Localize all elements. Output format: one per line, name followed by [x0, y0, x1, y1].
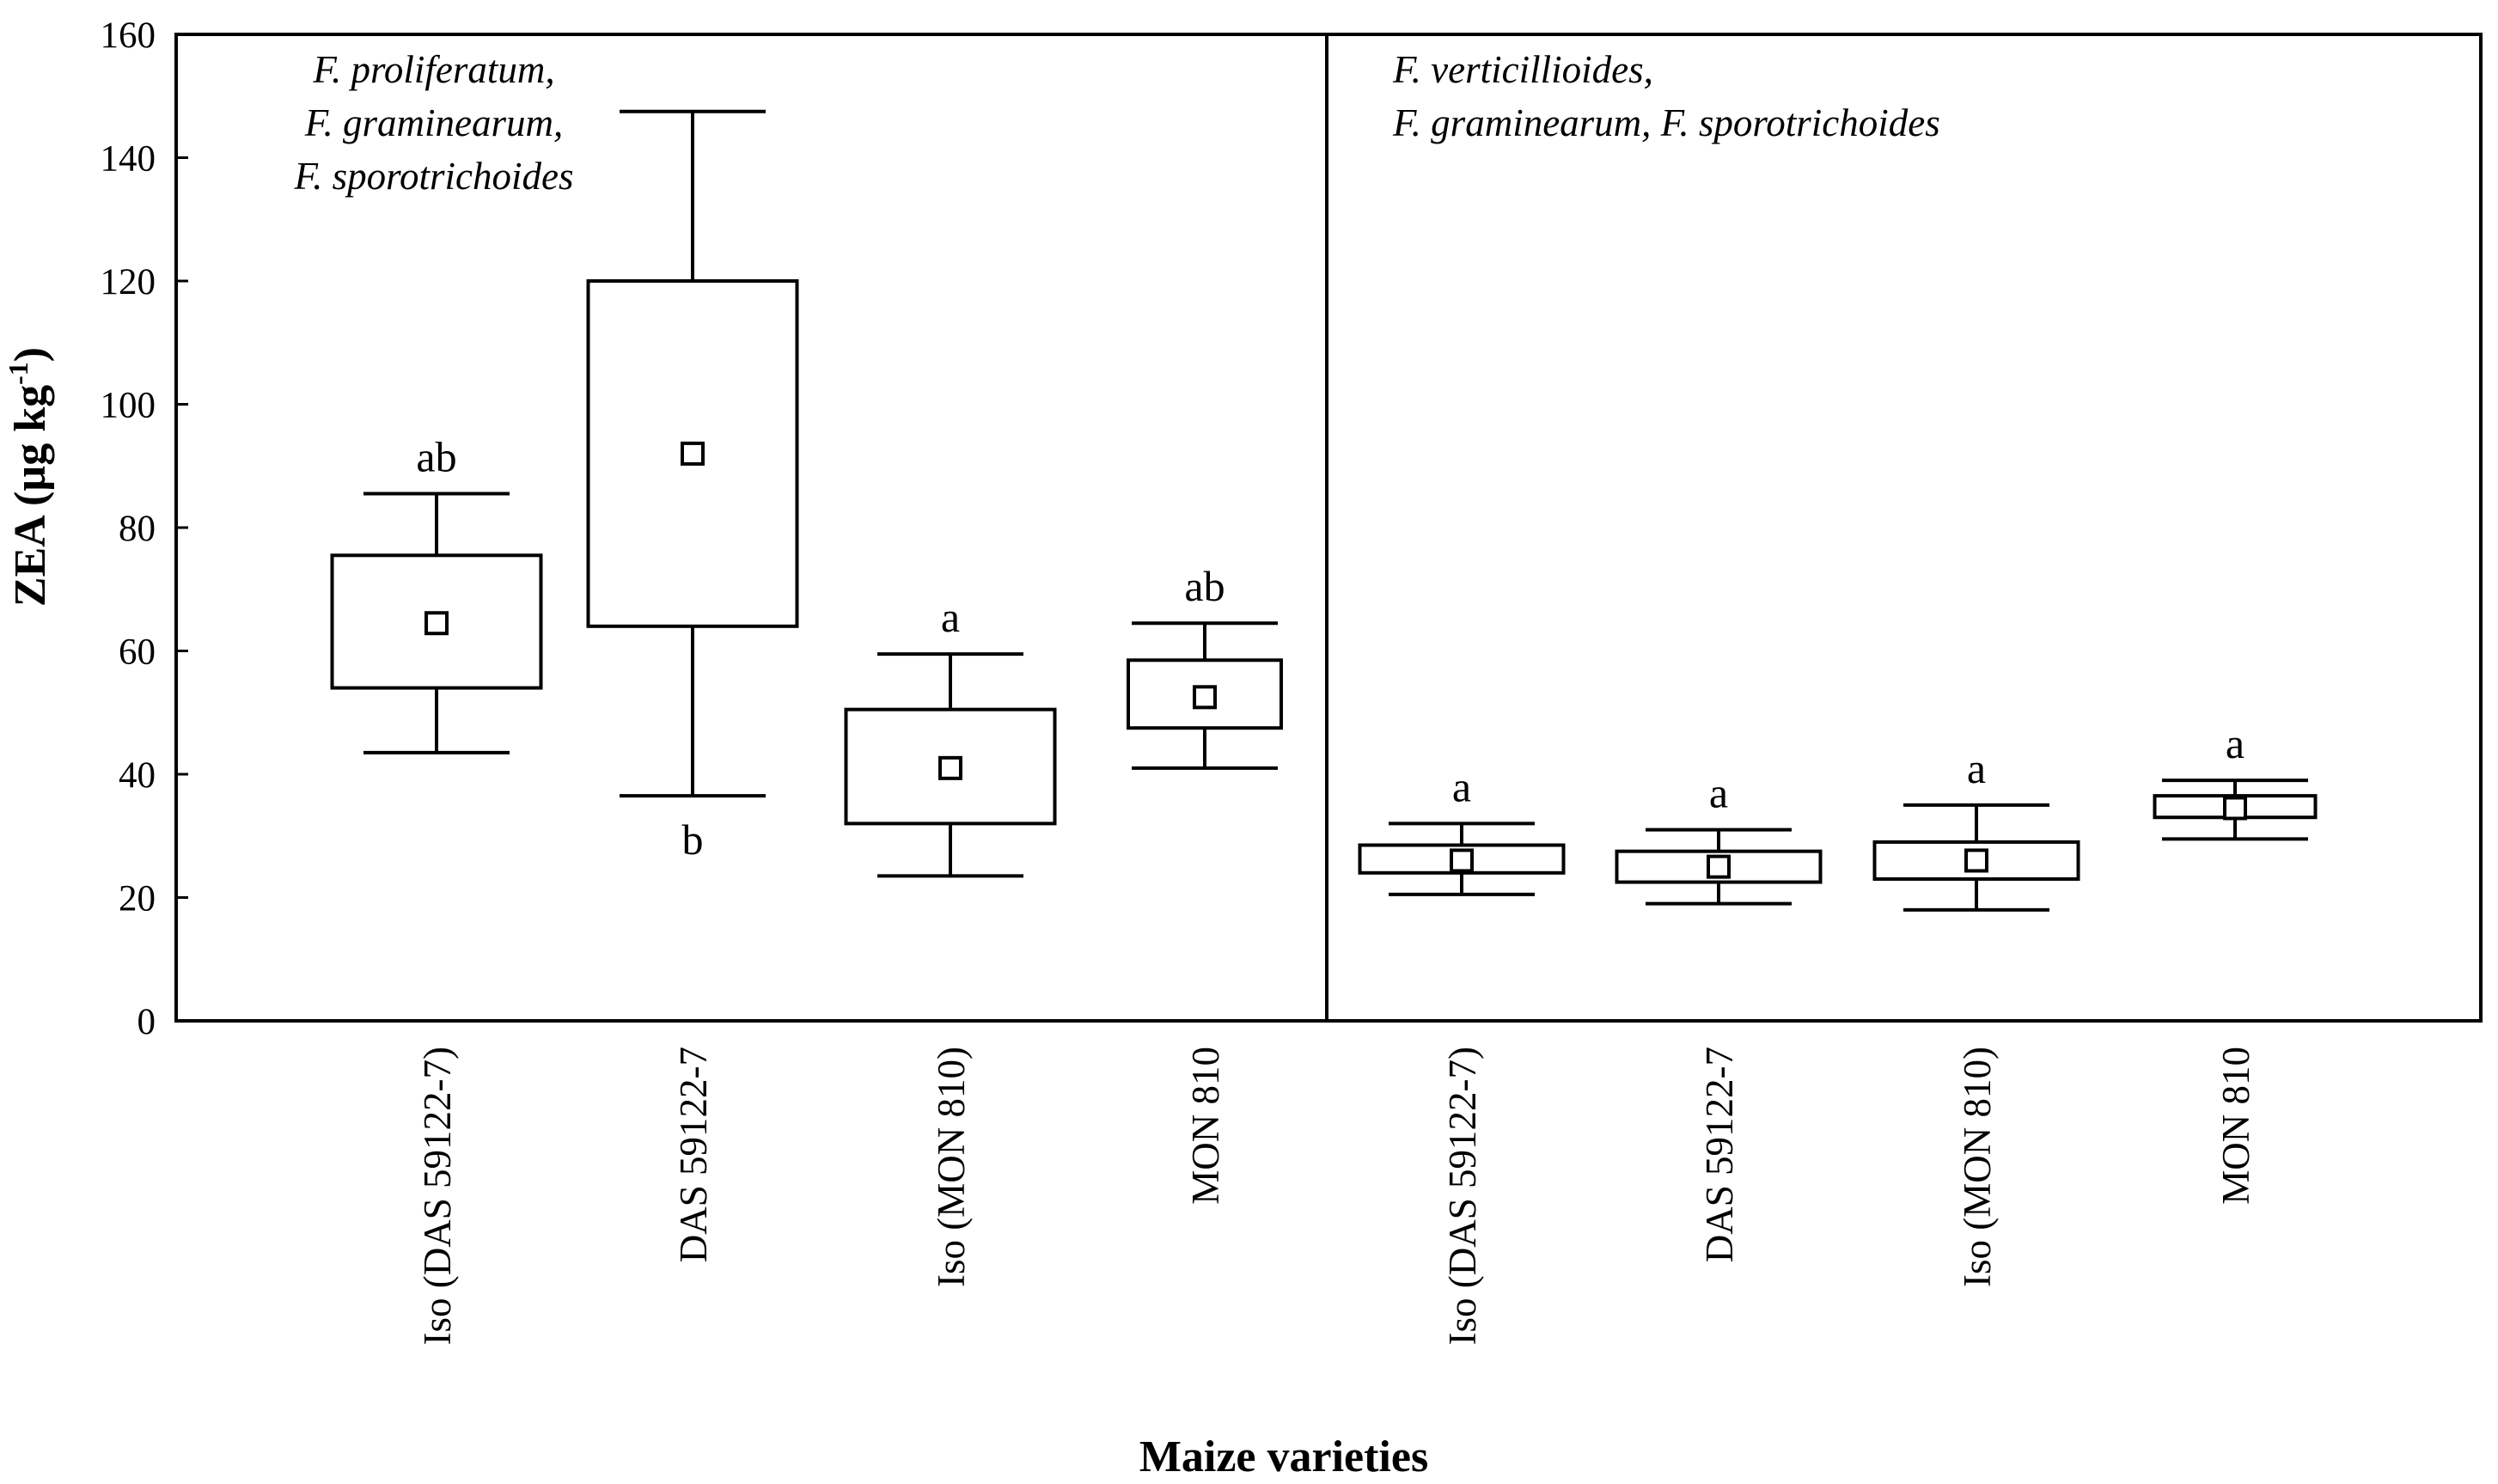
box-group: a Iso (MON 810): [1872, 744, 2080, 1287]
significance-letter: a: [941, 593, 960, 641]
species-label: F. proliferatum,: [312, 48, 554, 91]
mean-marker: [938, 755, 962, 780]
y-tick-label: 20: [119, 879, 156, 919]
mean-marker: [681, 441, 705, 466]
y-axis-title-close: ): [6, 347, 55, 362]
y-tick-label: 0: [137, 1002, 156, 1042]
y-axis-title-sup: -1: [3, 362, 34, 385]
category-label: Iso (MON 810): [930, 1047, 973, 1287]
mean-marker: [1450, 848, 1474, 873]
significance-letter: a: [2226, 719, 2245, 767]
y-tick-label: 120: [101, 262, 156, 302]
panel-2: F. verticillioides, F. graminearum, F. sp…: [1358, 48, 2318, 1345]
significance-letter: b: [682, 815, 704, 864]
mean-marker: [2223, 796, 2247, 821]
mean-marker: [1964, 848, 1988, 873]
y-axis-ticks: 0 20 40 60 80 100 120 140 160: [101, 15, 188, 1042]
box-group: ab Iso (DAS 59122-7): [330, 433, 543, 1345]
box: [586, 279, 799, 628]
box-group: a Iso (MON 810): [844, 593, 1057, 1287]
panel-1: F. proliferatum, F. graminearum, F. sporot…: [293, 48, 1283, 1345]
category-label: MON 810: [2214, 1047, 2257, 1205]
y-tick-label: 80: [119, 509, 156, 549]
y-tick-label: 140: [101, 139, 156, 180]
significance-letter: a: [1967, 744, 1986, 792]
category-label: Iso (DAS 59122-7): [1441, 1047, 1484, 1345]
x-axis-title: Maize varieties: [1139, 1432, 1428, 1481]
significance-letter: ab: [1184, 562, 1225, 610]
category-label: DAS 59122-7: [672, 1047, 715, 1262]
mean-marker: [424, 611, 449, 636]
category-label: Iso (DAS 59122-7): [416, 1047, 459, 1345]
box-group: a DAS 59122-7: [1615, 769, 1823, 1262]
y-axis-title: ZEA (µg kg-1): [3, 347, 55, 607]
y-tick-label: 40: [119, 755, 156, 796]
category-label: MON 810: [1184, 1047, 1227, 1205]
y-tick-label: 160: [101, 15, 156, 56]
species-label: F. graminearum, F. sporotrichoides: [1392, 101, 1940, 144]
mean-marker: [1193, 685, 1217, 710]
box-group: b DAS 59122-7: [586, 109, 799, 1262]
y-axis-title-main: ZEA (µg kg: [6, 385, 55, 607]
box-group: a Iso (DAS 59122-7): [1358, 762, 1566, 1345]
box-group: a MON 810: [2153, 719, 2318, 1205]
panels: F. proliferatum, F. graminearum, F. sporot…: [293, 48, 2318, 1345]
box-group: ab MON 810: [1127, 562, 1283, 1205]
category-label: DAS 59122-7: [1698, 1047, 1741, 1262]
y-tick-label: 60: [119, 632, 156, 673]
significance-letter: a: [1452, 762, 1471, 810]
significance-letter: ab: [416, 433, 456, 481]
mean-marker: [1707, 854, 1731, 879]
y-tick-label: 100: [101, 386, 156, 426]
species-label: F. sporotrichoides: [293, 155, 573, 198]
species-label: F. verticillioides,: [1392, 48, 1653, 91]
species-label: F. graminearum,: [304, 101, 563, 144]
category-label: Iso (MON 810): [1956, 1047, 1999, 1287]
significance-letter: a: [1709, 769, 1728, 817]
